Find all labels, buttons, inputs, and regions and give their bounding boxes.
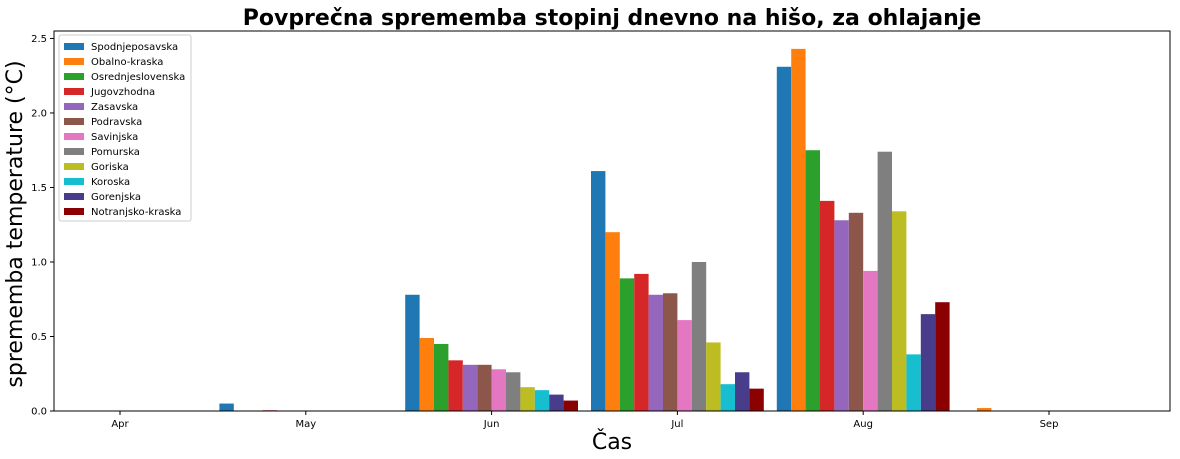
- y-tick-label: 0.0: [31, 407, 47, 418]
- legend-label: Gorenjska: [91, 192, 141, 203]
- bar-jugovzhodna-aug: [820, 200, 835, 411]
- legend-label: Zasavska: [91, 102, 138, 113]
- legend-swatch: [64, 133, 84, 140]
- legend-label: Pomurska: [91, 147, 140, 158]
- x-tick-label: May: [295, 419, 316, 430]
- bar-goriska-aug: [891, 211, 907, 411]
- legend-swatch: [64, 73, 84, 80]
- bar-podravska-jul: [663, 293, 678, 411]
- bar-spodnjeposavska-may: [219, 403, 234, 411]
- bar-osrednjeslovenska-jun: [434, 343, 449, 411]
- bar-obalno-kraska-jun: [419, 337, 435, 411]
- legend-label: Goriska: [91, 162, 129, 173]
- legend: Spodnjeposavska Obalno-kraska Osrednjeslov…: [58, 34, 192, 222]
- bar-obalno-kraska-aug: [791, 48, 806, 411]
- bar-spodnjeposavska-aug: [776, 66, 792, 411]
- legend-label: Podravska: [91, 117, 142, 128]
- bar-pomurska-jun: [505, 372, 521, 411]
- bar-notranjsko-kraska-aug: [935, 302, 950, 411]
- y-axis-label: sprememba temperature (°C): [3, 60, 28, 387]
- bar-savinjska-jun: [491, 369, 506, 411]
- bar-osrednjeslovenska-aug: [805, 150, 821, 411]
- bar-gorenjska-jun: [549, 394, 564, 411]
- bar-koroska-jul: [720, 384, 735, 411]
- x-axis-label: Čas: [592, 429, 632, 455]
- bar-pomurska-aug: [877, 151, 892, 412]
- bar-jugovzhodna-jun: [448, 360, 463, 411]
- legend-label: Koroska: [91, 177, 130, 188]
- bar-jugovzhodna-jul: [634, 273, 649, 411]
- bar-koroska-jun: [534, 390, 550, 411]
- bar-obalno-kraska-jul: [605, 232, 620, 411]
- legend-swatch: [64, 163, 84, 170]
- bar-spodnjeposavska-jun: [405, 294, 420, 411]
- y-tick-label: 2.0: [31, 108, 47, 119]
- legend-swatch: [64, 88, 84, 95]
- bar-podravska-jun: [477, 364, 492, 411]
- bar-notranjsko-kraska-jul: [749, 388, 764, 411]
- x-tick-label: Apr: [111, 419, 129, 430]
- legend-swatch: [64, 118, 84, 125]
- bar-obalno-kraska-sep: [977, 408, 992, 411]
- bar-savinjska-jul: [677, 320, 692, 411]
- legend-label: Jugovzhodna: [90, 87, 155, 98]
- y-tick-label: 1.5: [31, 183, 47, 194]
- x-tick-label: Aug: [853, 419, 873, 430]
- legend-swatch: [64, 43, 84, 50]
- legend-box: [58, 34, 192, 222]
- bar-gorenjska-aug: [920, 314, 936, 411]
- legend-swatch: [64, 193, 84, 200]
- x-tick-label: Jun: [483, 419, 500, 430]
- bar-zasavska-jun: [462, 364, 478, 411]
- bar-gorenjska-jul: [734, 372, 750, 411]
- bar-koroska-aug: [906, 354, 921, 411]
- bar-podravska-aug: [848, 212, 864, 411]
- x-tick-label: Jul: [670, 419, 683, 430]
- legend-swatch: [64, 58, 84, 65]
- bar-goriska-jun: [520, 387, 535, 411]
- x-axis: Apr May Jun Jul Aug Sep: [111, 411, 1058, 430]
- bar-pomurska-jul: [691, 261, 707, 411]
- legend-swatch: [64, 178, 84, 185]
- bar-savinjska-aug: [863, 270, 878, 411]
- legend-label: Osrednjeslovenska: [91, 72, 185, 83]
- bar-notranjsko-kraska-jun: [563, 400, 578, 411]
- bar-goriska-jul: [706, 342, 721, 411]
- chart-title: Povprečna sprememba stopinj dnevno na hi…: [243, 6, 982, 31]
- plot-frame: [53, 30, 1171, 412]
- y-axis: 0.0 0.5 1.0 1.5 2.0 2.5: [31, 34, 54, 418]
- bar-spodnjeposavska-jul: [591, 171, 606, 411]
- legend-label: Savinjska: [91, 132, 138, 143]
- legend-swatch: [64, 148, 84, 155]
- legend-label: Notranjsko-kraska: [91, 207, 181, 218]
- legend-swatch: [64, 103, 84, 110]
- bar-zasavska-jul: [648, 294, 664, 411]
- bars-group: [219, 48, 992, 412]
- legend-label: Spodnjeposavska: [91, 42, 178, 53]
- x-tick-label: Sep: [1040, 419, 1059, 430]
- y-tick-label: 1.0: [31, 257, 47, 268]
- legend-label: Obalno-kraska: [91, 57, 163, 68]
- y-tick-label: 2.5: [31, 34, 47, 45]
- legend-swatch: [64, 208, 84, 215]
- y-tick-label: 0.5: [31, 332, 47, 343]
- bar-zasavska-aug: [834, 220, 849, 411]
- bar-osrednjeslovenska-jul: [619, 278, 635, 411]
